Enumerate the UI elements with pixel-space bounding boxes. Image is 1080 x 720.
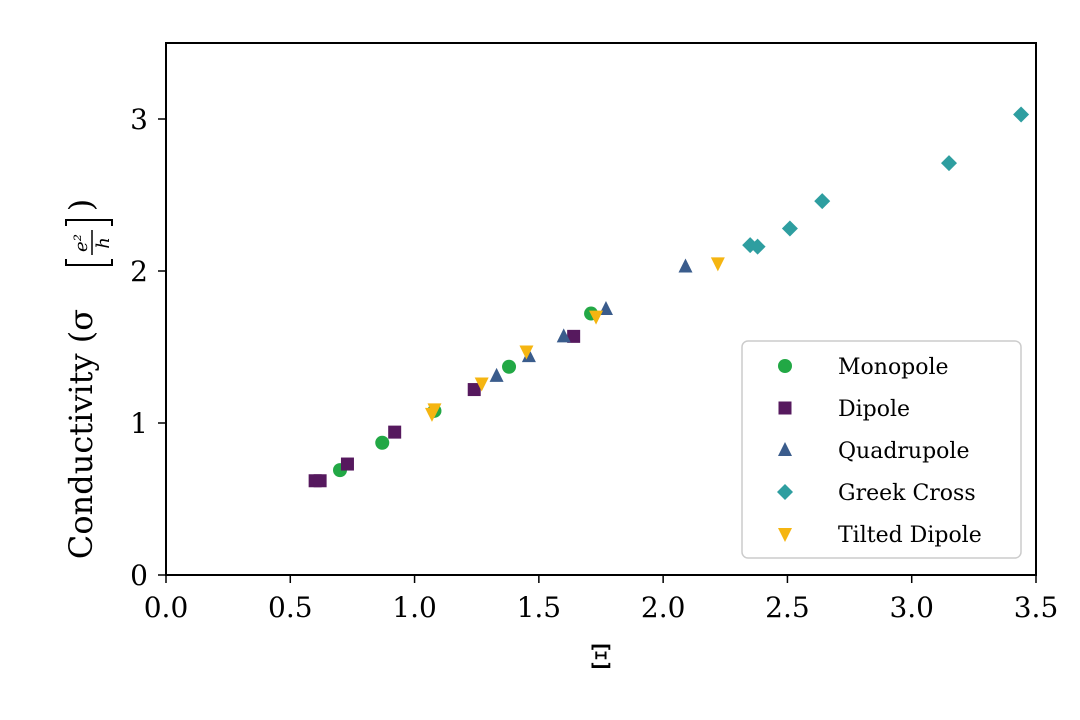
legend-label-quadrupole: Quadrupole (838, 439, 969, 464)
x-tick-label: 2.5 (765, 591, 810, 624)
y-tick-label: 3 (130, 103, 148, 136)
legend-label-tilted-dipole: Tilted Dipole (838, 523, 982, 548)
data-point-greek-cross (781, 220, 798, 237)
y-axis-label-bracket-right (65, 219, 113, 226)
y-axis-label-text: Conductivity (σ (62, 309, 100, 559)
y-tick-label: 1 (130, 407, 148, 440)
legend: Monopole Dipole Quadrupole Greek Cross Tilte… (741, 340, 1022, 559)
data-point-greek-cross (1013, 106, 1030, 123)
data-point-tilted-dipole (474, 377, 489, 392)
legend-marker-dipole (778, 401, 792, 415)
x-tick-label: 2.0 (641, 591, 686, 624)
plot-frame (165, 42, 1037, 576)
y-axis-label-numerator: e² (71, 234, 92, 252)
data-point-tilted-dipole (519, 345, 534, 360)
legend-box (741, 340, 1022, 559)
data-point-dipole (313, 474, 327, 488)
legend-label-greek-cross: Greek Cross (838, 481, 976, 506)
legend-label-monopole: Monopole (838, 355, 949, 380)
x-axis-label: Ξ (590, 638, 613, 676)
y-axis-label-denominator: h (93, 237, 114, 249)
legend-marker-tilted-dipole (778, 528, 792, 542)
legend-label-dipole: Dipole (838, 397, 910, 422)
legend-marker-greek-cross (777, 484, 793, 500)
legend-marker-monopole (778, 359, 792, 373)
data-point-dipole (567, 329, 581, 343)
y-axis-label-bracket-left (65, 259, 113, 266)
legend-items: Monopole Dipole Quadrupole Greek Cross Tilte… (777, 355, 982, 548)
data-point-greek-cross (941, 155, 957, 172)
x-tick-label: 0.0 (144, 591, 189, 624)
x-tick-label: 3.5 (1014, 591, 1059, 624)
data-point-monopole (375, 435, 390, 450)
x-tick-label: 3.0 (889, 591, 934, 624)
data-point-dipole (340, 457, 354, 471)
x-tick-label: 1.0 (392, 591, 437, 624)
y-axis-label: Conductivity (σ e² h ) (62, 199, 114, 559)
data-point-tilted-dipole (589, 310, 604, 325)
y-tick-label: 2 (130, 255, 148, 288)
data-point-greek-cross (814, 193, 831, 210)
data-points (308, 106, 1030, 488)
legend-marker-quadrupole (778, 442, 792, 456)
data-point-dipole (388, 425, 402, 439)
y-tick-label: 0 (130, 559, 148, 592)
data-point-quadrupole (489, 367, 504, 382)
data-point-greek-cross (749, 238, 766, 255)
data-point-monopole (502, 359, 517, 374)
data-point-quadrupole (556, 328, 571, 343)
data-point-tilted-dipole (710, 257, 725, 272)
axis-ticks: 0.0 0.5 1.0 1.5 2.0 2.5 3.0 3.5 0 1 2 3 (130, 103, 1058, 624)
x-tick-label: 0.5 (268, 591, 313, 624)
y-axis-label-close-paren: ) (62, 199, 100, 211)
data-point-dipole (467, 383, 481, 397)
data-point-tilted-dipole (427, 403, 442, 418)
data-point-quadrupole (521, 348, 536, 363)
data-point-quadrupole (678, 258, 693, 273)
x-tick-label: 1.5 (517, 591, 562, 624)
